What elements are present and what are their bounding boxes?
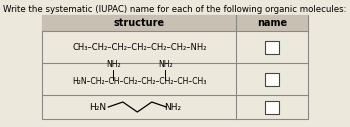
Bar bbox=[265, 100, 279, 114]
Text: NH₂: NH₂ bbox=[164, 102, 181, 112]
Text: H₂N: H₂N bbox=[90, 102, 107, 112]
Text: NH₂: NH₂ bbox=[158, 60, 173, 69]
Text: NH₂: NH₂ bbox=[106, 60, 120, 69]
Text: name: name bbox=[257, 18, 287, 28]
Bar bbox=[42, 15, 308, 119]
Bar bbox=[265, 41, 279, 53]
Bar bbox=[265, 73, 279, 85]
Text: Write the systematic (IUPAC) name for each of the following organic molecules:: Write the systematic (IUPAC) name for ea… bbox=[3, 5, 347, 14]
Bar bbox=[42, 15, 308, 31]
Text: CH₃–CH₂–CH₂–CH₂–CH₂–CH₂–NH₂: CH₃–CH₂–CH₂–CH₂–CH₂–CH₂–NH₂ bbox=[72, 43, 206, 52]
Text: H₂N–CH₂–CH–CH₂–CH₂–CH₂–CH–CH₃: H₂N–CH₂–CH–CH₂–CH₂–CH₂–CH–CH₃ bbox=[72, 77, 206, 86]
Text: structure: structure bbox=[114, 18, 165, 28]
